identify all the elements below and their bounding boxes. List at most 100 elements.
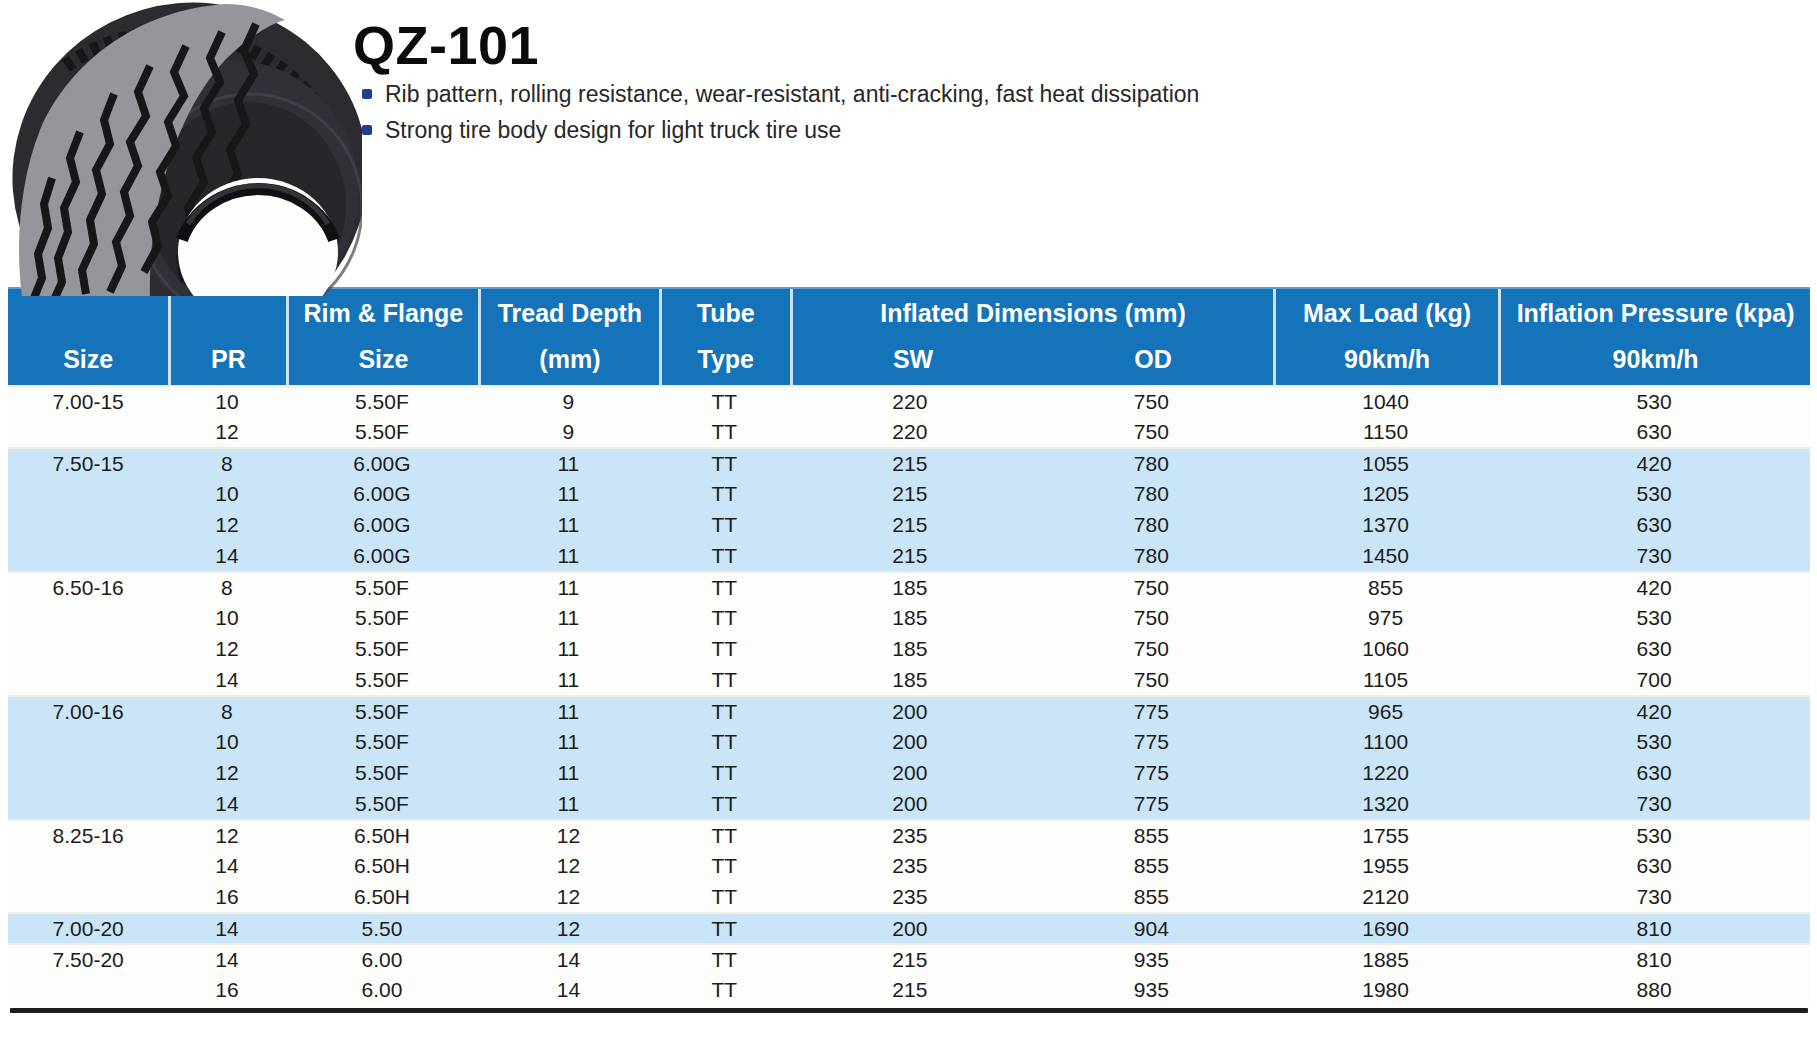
cell-tread-depth: 12 <box>478 914 658 943</box>
cell-tread-depth: 9 <box>478 387 658 416</box>
cell-size: 7.00-16 <box>8 697 168 726</box>
cell-tube-type: TT <box>659 726 791 757</box>
cell-pressure: 630 <box>1498 633 1810 664</box>
cell-max-load: 1980 <box>1273 974 1498 1005</box>
col-header-pr: PR <box>168 289 285 385</box>
cell-pressure: 700 <box>1498 664 1810 695</box>
cell-max-load: 965 <box>1273 697 1498 726</box>
bottom-rule <box>10 1008 1808 1013</box>
cell-max-load: 1955 <box>1273 850 1498 881</box>
cell-od: 750 <box>1030 573 1273 602</box>
cell-pressure: 530 <box>1498 726 1810 757</box>
cell-rim-flange: 6.00 <box>286 945 479 974</box>
cell-max-load: 1055 <box>1273 449 1498 478</box>
cell-od: 780 <box>1030 540 1273 571</box>
cell-pr: 12 <box>168 509 285 540</box>
cell-od: 750 <box>1030 387 1273 416</box>
cell-tread-depth: 14 <box>478 945 658 974</box>
cell-size: 7.00-20 <box>8 914 168 943</box>
table-header: Size PR Rim & Flange Size Tread Depth (m… <box>8 287 1810 385</box>
cell-sw: 185 <box>790 664 1030 695</box>
cell-pressure: 730 <box>1498 788 1810 819</box>
cell-pressure: 420 <box>1498 449 1810 478</box>
cell-max-load: 1060 <box>1273 633 1498 664</box>
cell-sw: 220 <box>790 387 1030 416</box>
table-row: 10 5.50F 11 TT 185 750 975 530 <box>8 602 1810 633</box>
cell-sw: 215 <box>790 945 1030 974</box>
cell-tube-type: TT <box>659 387 791 416</box>
table-row: 12 5.50F 11 TT 200 775 1220 630 <box>8 757 1810 788</box>
table-row: 16 6.00 14 TT 215 935 1980 880 <box>8 974 1810 1005</box>
cell-pr: 14 <box>168 850 285 881</box>
cell-pr: 10 <box>168 478 285 509</box>
cell-tube-type: TT <box>659 821 791 850</box>
table-row: 14 5.50F 11 TT 185 750 1105 700 <box>8 664 1810 695</box>
cell-max-load: 1885 <box>1273 945 1498 974</box>
cell-od: 750 <box>1030 633 1273 664</box>
cell-od: 855 <box>1030 821 1273 850</box>
cell-size <box>8 540 168 571</box>
cell-sw: 185 <box>790 602 1030 633</box>
cell-rim-flange: 5.50F <box>286 573 479 602</box>
table-row: 14 5.50F 11 TT 200 775 1320 730 <box>8 788 1810 819</box>
cell-rim-flange: 5.50F <box>286 416 479 447</box>
cell-tube-type: TT <box>659 573 791 602</box>
cell-od: 750 <box>1030 664 1273 695</box>
cell-pr: 10 <box>168 387 285 416</box>
feature-item: Strong tire body design for light truck … <box>362 112 1462 148</box>
cell-size <box>8 726 168 757</box>
cell-tread-depth: 11 <box>478 757 658 788</box>
cell-pr: 8 <box>168 449 285 478</box>
cell-pr: 14 <box>168 664 285 695</box>
cell-pr: 10 <box>168 602 285 633</box>
cell-size <box>8 416 168 447</box>
cell-size <box>8 974 168 1005</box>
cell-size <box>8 478 168 509</box>
col-header-max-load: Max Load (kg) 90km/h <box>1273 289 1498 385</box>
cell-pressure: 630 <box>1498 416 1810 447</box>
cell-rim-flange: 6.00G <box>286 509 479 540</box>
col-header-inflation-pressure: Inflation Pressure (kpa) 90km/h <box>1498 289 1810 385</box>
cell-od: 780 <box>1030 509 1273 540</box>
cell-od: 904 <box>1030 914 1273 943</box>
cell-od: 855 <box>1030 850 1273 881</box>
cell-pressure: 530 <box>1498 821 1810 850</box>
cell-pr: 8 <box>168 573 285 602</box>
cell-rim-flange: 5.50F <box>286 633 479 664</box>
table-row: 7.00-16 8 5.50F 11 TT 200 775 965 420 <box>8 695 1810 726</box>
cell-rim-flange: 6.50H <box>286 881 479 912</box>
cell-pr: 14 <box>168 945 285 974</box>
cell-tread-depth: 11 <box>478 478 658 509</box>
cell-pr: 12 <box>168 416 285 447</box>
cell-pressure: 530 <box>1498 387 1810 416</box>
cell-size: 7.50-15 <box>8 449 168 478</box>
table-row: 12 5.50F 11 TT 185 750 1060 630 <box>8 633 1810 664</box>
cell-size: 6.50-16 <box>8 573 168 602</box>
table-row: 14 6.50H 12 TT 235 855 1955 630 <box>8 850 1810 881</box>
cell-od: 750 <box>1030 602 1273 633</box>
bullet-icon <box>362 89 372 99</box>
cell-tread-depth: 11 <box>478 449 658 478</box>
cell-tread-depth: 9 <box>478 416 658 447</box>
cell-tube-type: TT <box>659 850 791 881</box>
cell-size <box>8 602 168 633</box>
cell-tread-depth: 11 <box>478 573 658 602</box>
cell-rim-flange: 5.50F <box>286 602 479 633</box>
cell-pressure: 420 <box>1498 697 1810 726</box>
cell-max-load: 1105 <box>1273 664 1498 695</box>
table-row: 12 6.00G 11 TT 215 780 1370 630 <box>8 509 1810 540</box>
cell-tread-depth: 11 <box>478 633 658 664</box>
cell-max-load: 855 <box>1273 573 1498 602</box>
cell-pressure: 630 <box>1498 850 1810 881</box>
feature-item: Rib pattern, rolling resistance, wear-re… <box>362 76 1462 112</box>
cell-tube-type: TT <box>659 602 791 633</box>
cell-tread-depth: 14 <box>478 974 658 1005</box>
cell-tread-depth: 11 <box>478 540 658 571</box>
cell-tube-type: TT <box>659 974 791 1005</box>
cell-sw: 200 <box>790 914 1030 943</box>
cell-rim-flange: 6.50H <box>286 850 479 881</box>
col-header-rim-flange: Rim & Flange Size <box>286 289 479 385</box>
cell-max-load: 1690 <box>1273 914 1498 943</box>
cell-pr: 14 <box>168 788 285 819</box>
cell-tread-depth: 12 <box>478 881 658 912</box>
